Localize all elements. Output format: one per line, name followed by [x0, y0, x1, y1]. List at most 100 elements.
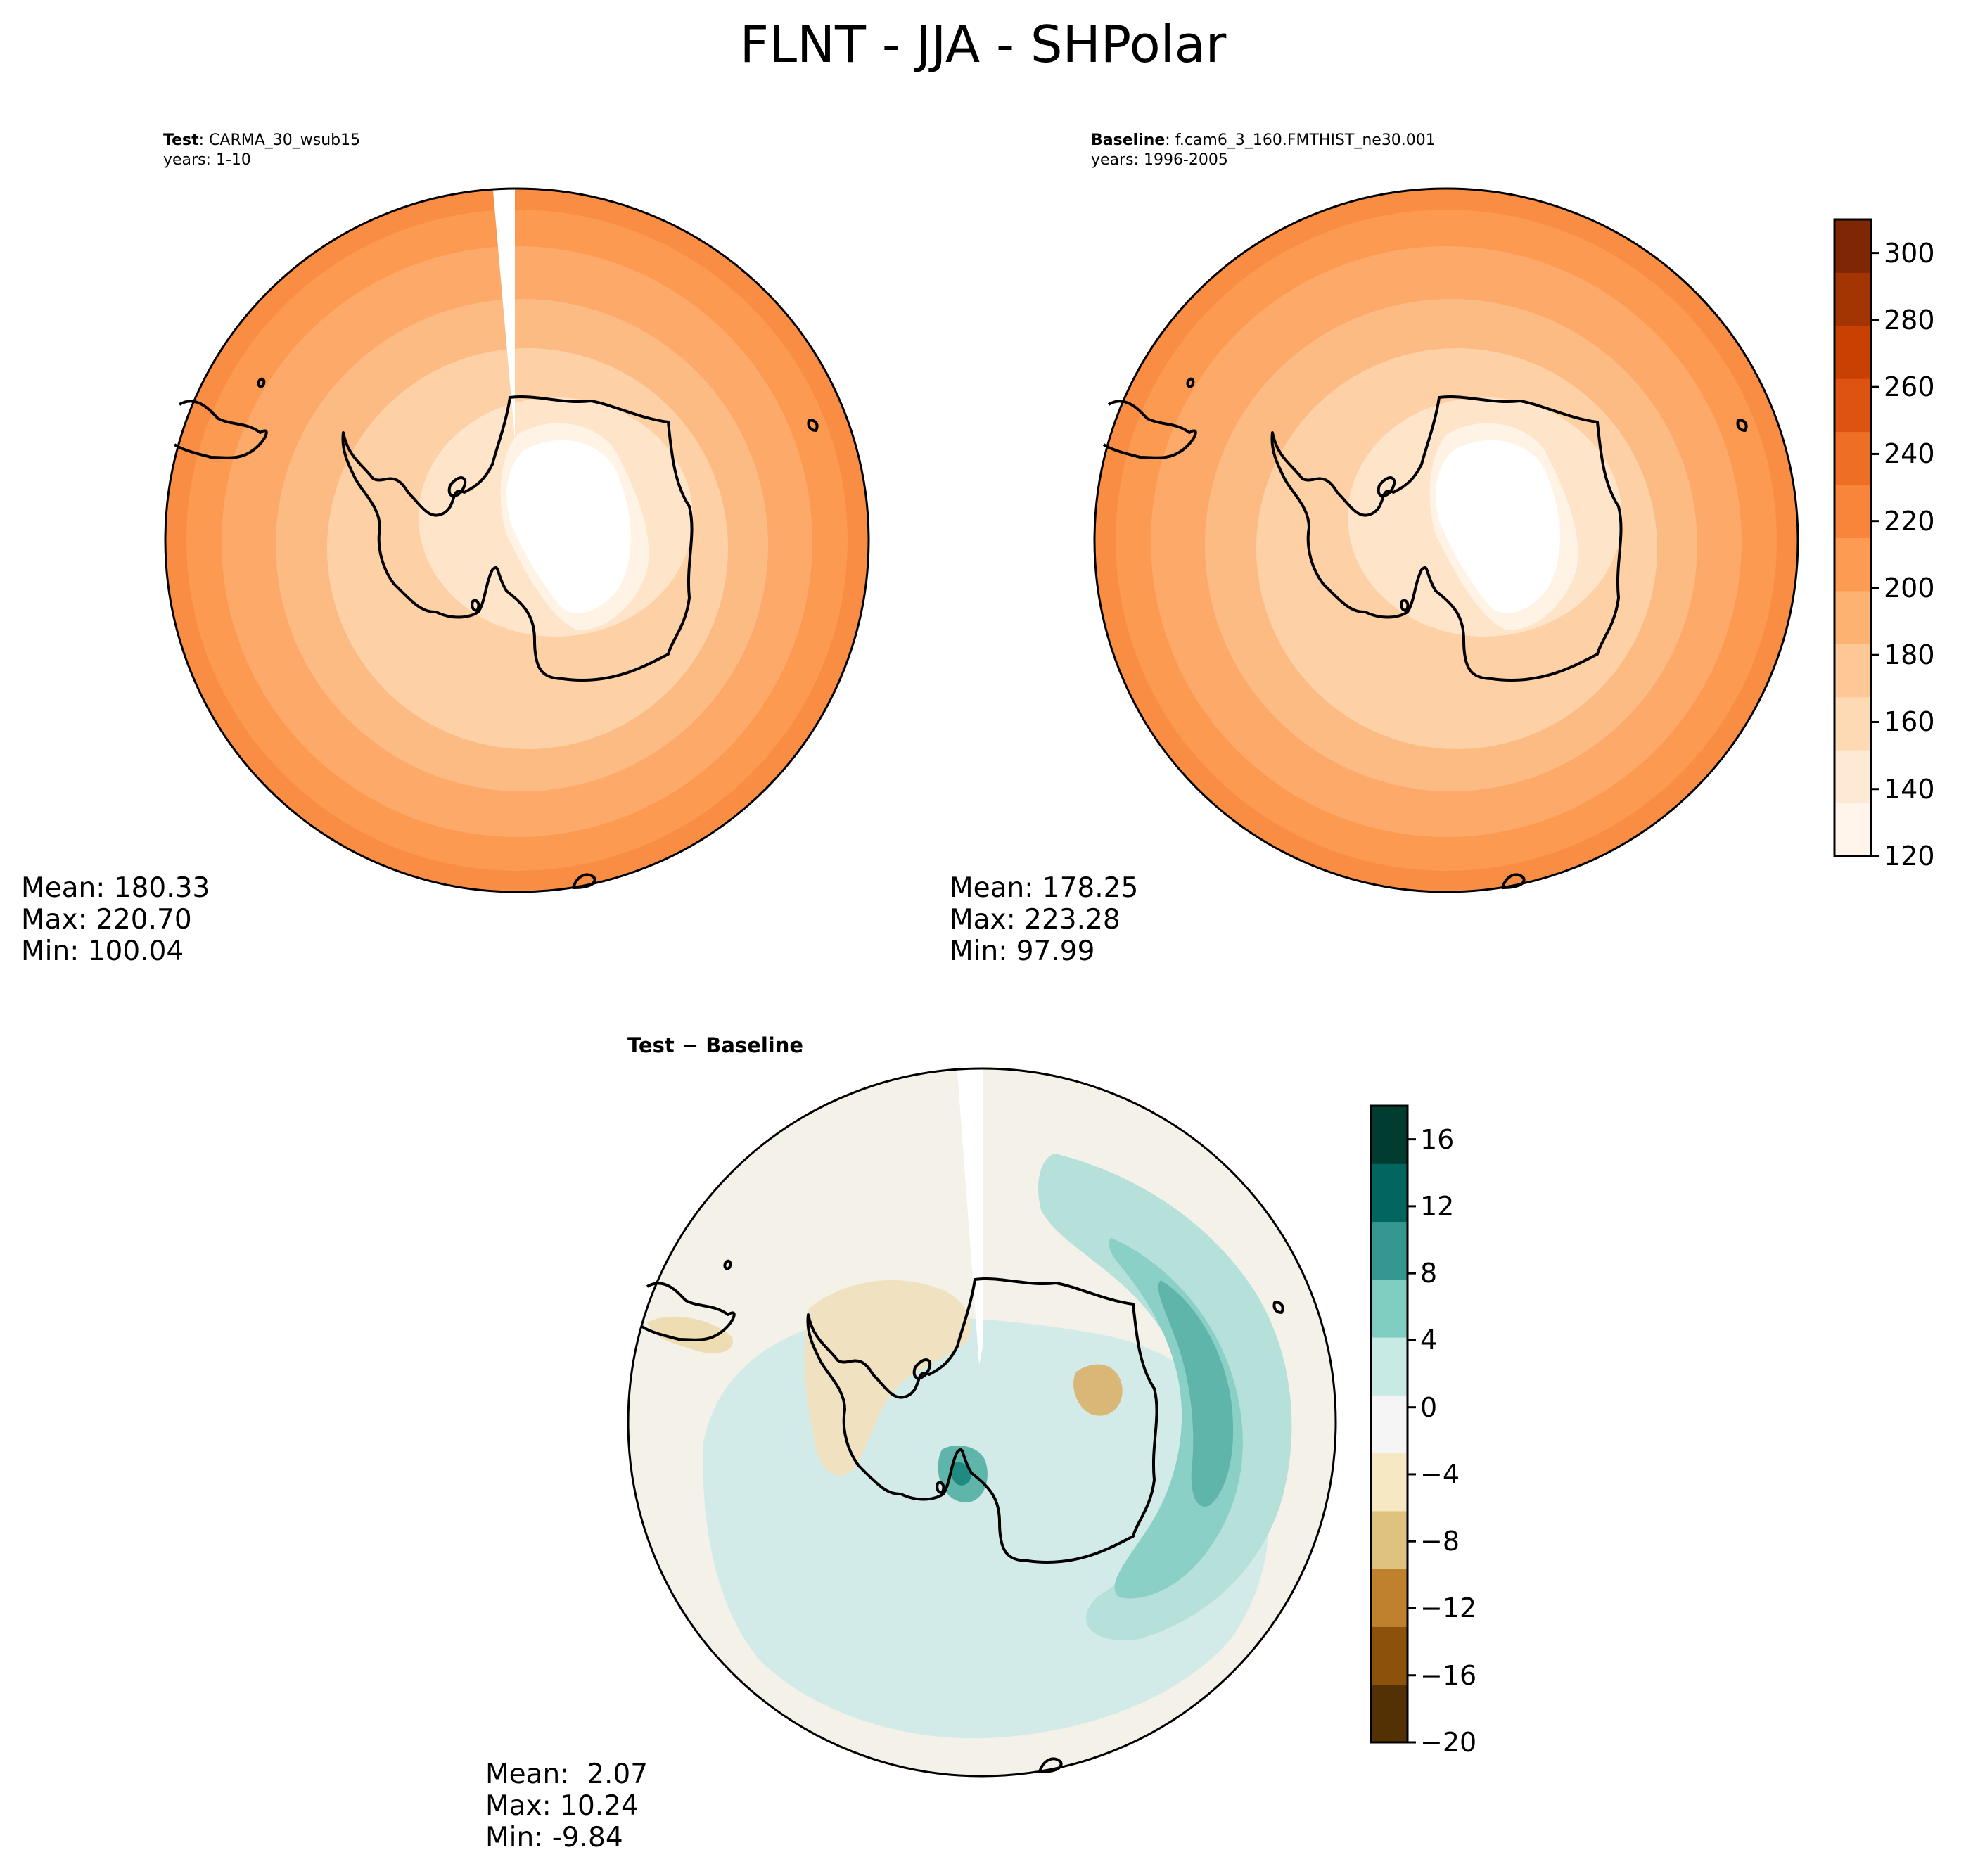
main-colorbar — [1834, 219, 1871, 857]
diff-contour-pos4 — [1038, 1154, 1292, 1640]
diff-new-zealand — [1038, 1757, 1063, 1773]
diff-colorbar-band — [1371, 1684, 1408, 1743]
diff-colorbar-band — [1371, 1163, 1408, 1223]
diff-colorbar-tick-label: 8 — [1420, 1258, 1438, 1289]
difference-max: Max: 10.24 — [485, 1790, 639, 1822]
main-colorbar-tick-label: 300 — [1884, 237, 1935, 269]
baseline-years: years: 1996-2005 — [1091, 151, 1228, 169]
main-colorbar-tick-label: 260 — [1884, 371, 1935, 403]
test-label: Test — [163, 132, 199, 149]
main-colorbar-band — [1834, 325, 1871, 379]
test-island-3 — [807, 419, 819, 432]
main-colorbar-tick-label: 240 — [1884, 438, 1935, 470]
main-colorbar-ticks — [1871, 252, 1879, 857]
main-colorbar-band — [1834, 378, 1871, 433]
diff-contour-neg2-b — [647, 1316, 733, 1353]
main-colorbar-band — [1834, 590, 1871, 644]
difference-min: Min: -9.84 — [485, 1822, 623, 1853]
diff-colorbar-band — [1371, 1569, 1408, 1627]
diff-falklands — [723, 1259, 732, 1270]
main-colorbar-band — [1834, 644, 1871, 698]
baseline-max: Max: 223.28 — [950, 904, 1121, 936]
diff-contour-pos12 — [950, 1462, 971, 1486]
test-coastlines — [173, 377, 819, 889]
main-colorbar-band — [1834, 219, 1871, 273]
test-contour-band-min — [506, 440, 631, 613]
diff-south-america-coast — [641, 1282, 736, 1341]
diff-colorbar-band — [1371, 1221, 1408, 1280]
test-antarctica-coast — [341, 395, 694, 682]
baseline-island-3 — [1736, 419, 1748, 432]
baseline-map — [1094, 189, 1798, 892]
diff-colorbar-band — [1371, 1395, 1408, 1454]
diff-colorbar-tick-label: 0 — [1420, 1391, 1438, 1423]
main-colorbar-tick-label: 220 — [1884, 505, 1935, 537]
diff-colorbar — [1371, 1106, 1408, 1743]
diff-colorbar-band — [1371, 1453, 1408, 1512]
diff-contour-pos8 — [1158, 1280, 1234, 1507]
difference-map — [628, 1068, 1336, 1776]
diff-colorbar-ticks — [1408, 1138, 1416, 1744]
test-map-frame — [164, 187, 870, 893]
baseline-panel-title: Baseline: f.cam6_3_160.FMTHIST_ne30.001 — [1091, 131, 1436, 151]
test-island-2 — [471, 599, 480, 612]
diff-colorbar-band — [1371, 1337, 1408, 1396]
diff-colorbar-band — [1371, 1106, 1408, 1164]
test-case-name: : CARMA_30_wsub15 — [198, 132, 361, 149]
test-min: Min: 100.04 — [21, 936, 184, 967]
diff-contour-neg6 — [1073, 1364, 1123, 1416]
baseline-mean: Mean: 178.25 — [950, 872, 1139, 904]
baseline-new-zealand — [1501, 873, 1526, 889]
main-colorbar-tick-label: 280 — [1884, 304, 1935, 336]
baseline-south-america-coast — [1102, 400, 1197, 459]
diff-colorbar-band — [1371, 1279, 1408, 1338]
main-colorbar-tick-label: 140 — [1884, 773, 1935, 805]
diff-colorbar-tick-label: −4 — [1420, 1458, 1460, 1490]
diff-colorbar-tick-label: −8 — [1420, 1526, 1460, 1557]
diff-colorbar-tick-label: −20 — [1420, 1727, 1477, 1758]
diff-colorbar-band — [1371, 1510, 1408, 1569]
diff-colorbar-tick-label: 16 — [1420, 1123, 1455, 1155]
baseline-island-2 — [1400, 599, 1410, 612]
diff-island-1 — [912, 1358, 932, 1380]
main-colorbar-tick-label: 180 — [1884, 639, 1935, 671]
main-colorbar-band — [1834, 272, 1871, 326]
diff-colorbar-band — [1371, 1626, 1408, 1685]
main-colorbar-tick-label: 200 — [1884, 572, 1935, 604]
diff-contour-pos6 — [1109, 1238, 1243, 1599]
main-colorbar-band — [1834, 696, 1871, 751]
baseline-coastlines — [1102, 377, 1748, 889]
baseline-min: Min: 97.99 — [950, 936, 1095, 967]
baseline-antarctica-coast — [1270, 395, 1623, 682]
baseline-island-1 — [1377, 476, 1396, 498]
baseline-case-name: : f.cam6_3_160.FMTHIST_ne30.001 — [1165, 132, 1436, 149]
main-colorbar-tick-label: 120 — [1884, 841, 1935, 872]
baseline-falklands — [1186, 377, 1195, 388]
test-panel-title: Test: CARMA_30_wsub15 — [163, 131, 360, 151]
main-colorbar-band — [1834, 750, 1871, 804]
figure-title: FLNT - JJA - SHPolar — [739, 15, 1227, 74]
main-colorbar-tick-label: 160 — [1884, 706, 1935, 738]
diff-colorbar-tick-label: 12 — [1420, 1190, 1455, 1222]
test-new-zealand — [572, 873, 596, 889]
test-years: years: 1-10 — [163, 151, 251, 169]
difference-mean: Mean: 2.07 — [485, 1759, 649, 1790]
main-colorbar-frame — [1833, 218, 1872, 857]
diff-colorbar-frame — [1370, 1104, 1409, 1744]
test-island-1 — [447, 476, 467, 498]
baseline-label: Baseline — [1091, 132, 1166, 149]
diff-contour-neg2-a — [804, 1280, 971, 1476]
test-map — [165, 189, 869, 892]
diff-missing-wedge — [957, 1068, 983, 1365]
diff-colorbar-tick-label: 4 — [1420, 1325, 1438, 1356]
diff-island-2 — [936, 1481, 945, 1494]
main-colorbar-band — [1834, 485, 1871, 538]
main-colorbar-band — [1834, 803, 1871, 857]
main-colorbar-band — [1834, 537, 1871, 592]
difference-map-frame — [627, 1067, 1337, 1778]
diff-antarctica-coast — [806, 1277, 1158, 1564]
diff-colorbar-tick-label: −16 — [1420, 1659, 1477, 1691]
difference-panel-title: Test − Baseline — [627, 1033, 804, 1057]
diff-island-3 — [1272, 1301, 1284, 1314]
